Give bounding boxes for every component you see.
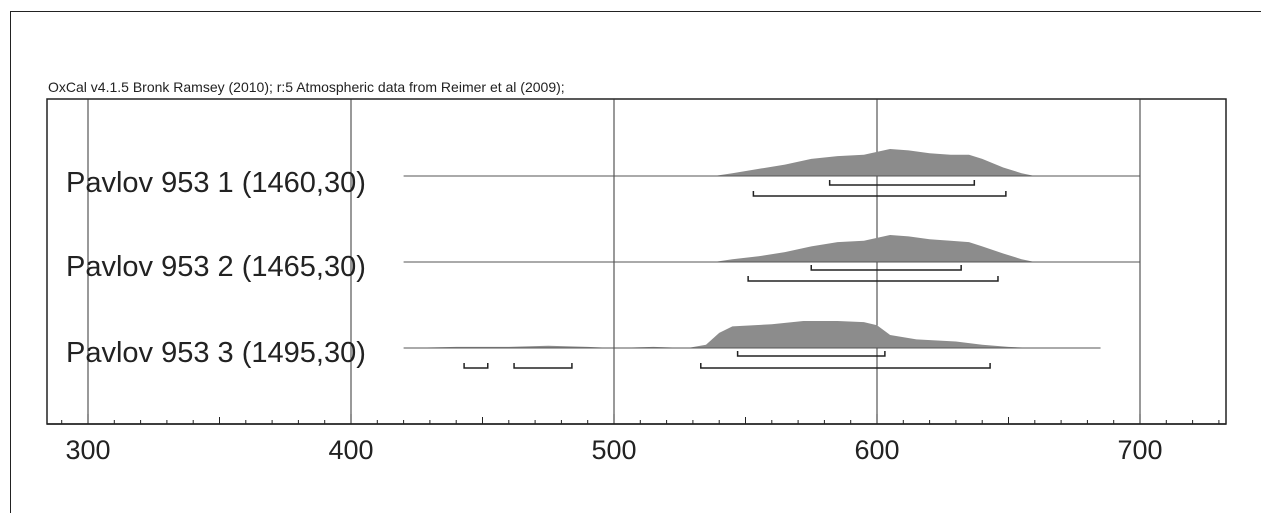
x-tick-label-300: 300 — [65, 435, 110, 465]
range-95-series-1-1 — [752, 191, 1007, 197]
range-brackets — [463, 180, 1007, 369]
figure-frame — [10, 11, 1261, 513]
chart-header: OxCal v4.1.5 Bronk Ramsey (2010); r:5 At… — [48, 79, 565, 95]
range-68-series-2-1 — [810, 265, 962, 271]
distribution-series-1 — [403, 149, 1141, 176]
series-label-3: Pavlov 953 3 (1495,30) — [66, 337, 366, 369]
series-label-2: Pavlov 953 2 (1465,30) — [66, 251, 366, 283]
series-labels: Pavlov 953 1 (1460,30) Pavlov 953 2 (1465… — [66, 167, 366, 369]
range-95-series-2-1 — [747, 276, 999, 282]
x-tick-label-600: 600 — [854, 435, 899, 465]
x-tick-label-400: 400 — [328, 435, 373, 465]
baselines — [403, 175, 1140, 349]
range-95-series-3-3 — [700, 363, 991, 369]
distribution-series-3 — [403, 321, 1101, 348]
x-tick-label-700: 700 — [1117, 435, 1162, 465]
range-68-series-1-1 — [828, 180, 976, 186]
range-68-series-3-1 — [736, 351, 886, 357]
series-label-1: Pavlov 953 1 (1460,30) — [66, 167, 366, 199]
x-tick-label-500: 500 — [591, 435, 636, 465]
range-95-series-3-1 — [463, 363, 489, 369]
x-axis: 300 400 500 600 700 — [47, 414, 1226, 465]
range-95-series-3-2 — [513, 363, 573, 369]
distribution-series-2 — [403, 235, 1141, 262]
distributions — [403, 149, 1141, 348]
